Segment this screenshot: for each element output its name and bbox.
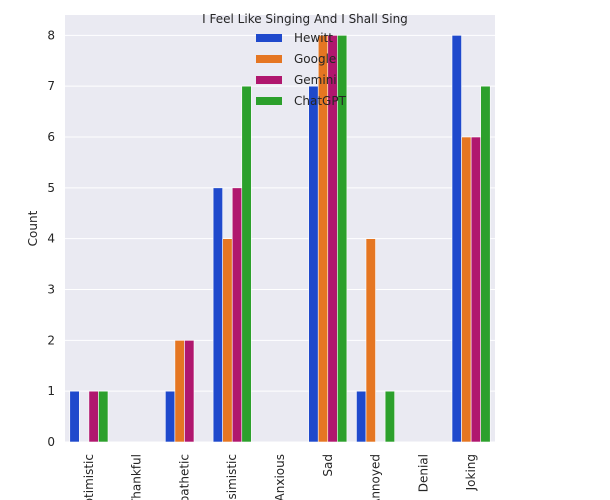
legend-label-chatgpt: ChatGPT [294, 94, 347, 108]
bar-gemini-joking [470, 136, 481, 443]
bar-chatgpt-annoyed [384, 390, 395, 443]
y-axis-label: Count [26, 210, 40, 246]
legend-label-google: Google [294, 52, 336, 66]
bar-gemini-optimistic [88, 390, 99, 443]
bar-hewitt-pessimistic [212, 187, 223, 443]
y-tick-label: 1 [47, 384, 55, 398]
y-tick-label: 3 [47, 283, 55, 297]
y-tick-label: 7 [47, 79, 55, 93]
bar-hewitt-annoyed [356, 390, 367, 443]
bars [69, 35, 491, 443]
bar-google-annoyed [365, 238, 376, 443]
x-tick-label: Annoyed [369, 454, 383, 500]
y-tick-label: 4 [47, 232, 55, 246]
legend-swatch-chatgpt [256, 97, 282, 105]
x-tick-label: Anxious [273, 454, 287, 500]
bar-google-empathetic [174, 340, 185, 443]
y-tick-label: 5 [47, 181, 55, 195]
x-tick-label: Sad [321, 454, 335, 477]
y-tick-label: 6 [47, 130, 55, 144]
x-tick-label: Thankful [130, 454, 144, 500]
chart-title: I Feel Like Singing And I Shall Sing [202, 12, 408, 26]
bar-hewitt-optimistic [69, 390, 80, 443]
legend: Hewitt Google Gemini ChatGPT [256, 31, 347, 108]
x-tick-label: Empathetic [177, 454, 191, 500]
bar-google-pessimistic [222, 238, 233, 443]
y-tick-label: 8 [47, 28, 55, 42]
legend-swatch-google [256, 55, 282, 63]
x-tick-label: Pessimistic [225, 454, 239, 500]
grid-lines [65, 34, 495, 443]
y-tick-label: 2 [47, 333, 55, 347]
bar-chatgpt-pessimistic [241, 85, 252, 443]
bar-gemini-pessimistic [231, 187, 243, 443]
y-tick-label: 0 [47, 435, 55, 449]
bar-hewitt-joking [451, 35, 462, 443]
y-axis-ticks: 0 1 2 3 4 5 6 7 8 [47, 28, 55, 449]
bar-chatgpt-joking [480, 85, 491, 443]
bar-chatgpt-optimistic [98, 390, 109, 443]
legend-label-gemini: Gemini [294, 73, 337, 87]
legend-swatch-gemini [256, 76, 282, 84]
x-tick-label: Optimistic [82, 454, 96, 500]
legend-label-hewitt: Hewitt [294, 31, 333, 45]
x-tick-label: Denial [416, 454, 430, 492]
bar-google-joking [461, 136, 472, 443]
bar-gemini-empathetic [184, 340, 195, 443]
legend-swatch-hewitt [256, 34, 282, 42]
bar-hewitt-sad [308, 85, 319, 443]
bar-hewitt-empathetic [165, 390, 176, 443]
x-tick-label: Joking [464, 454, 478, 491]
bar-chatgpt-sad [337, 35, 348, 443]
x-axis-ticks: Optimistic Thankful Empathetic Pessimistic A… [82, 454, 478, 500]
